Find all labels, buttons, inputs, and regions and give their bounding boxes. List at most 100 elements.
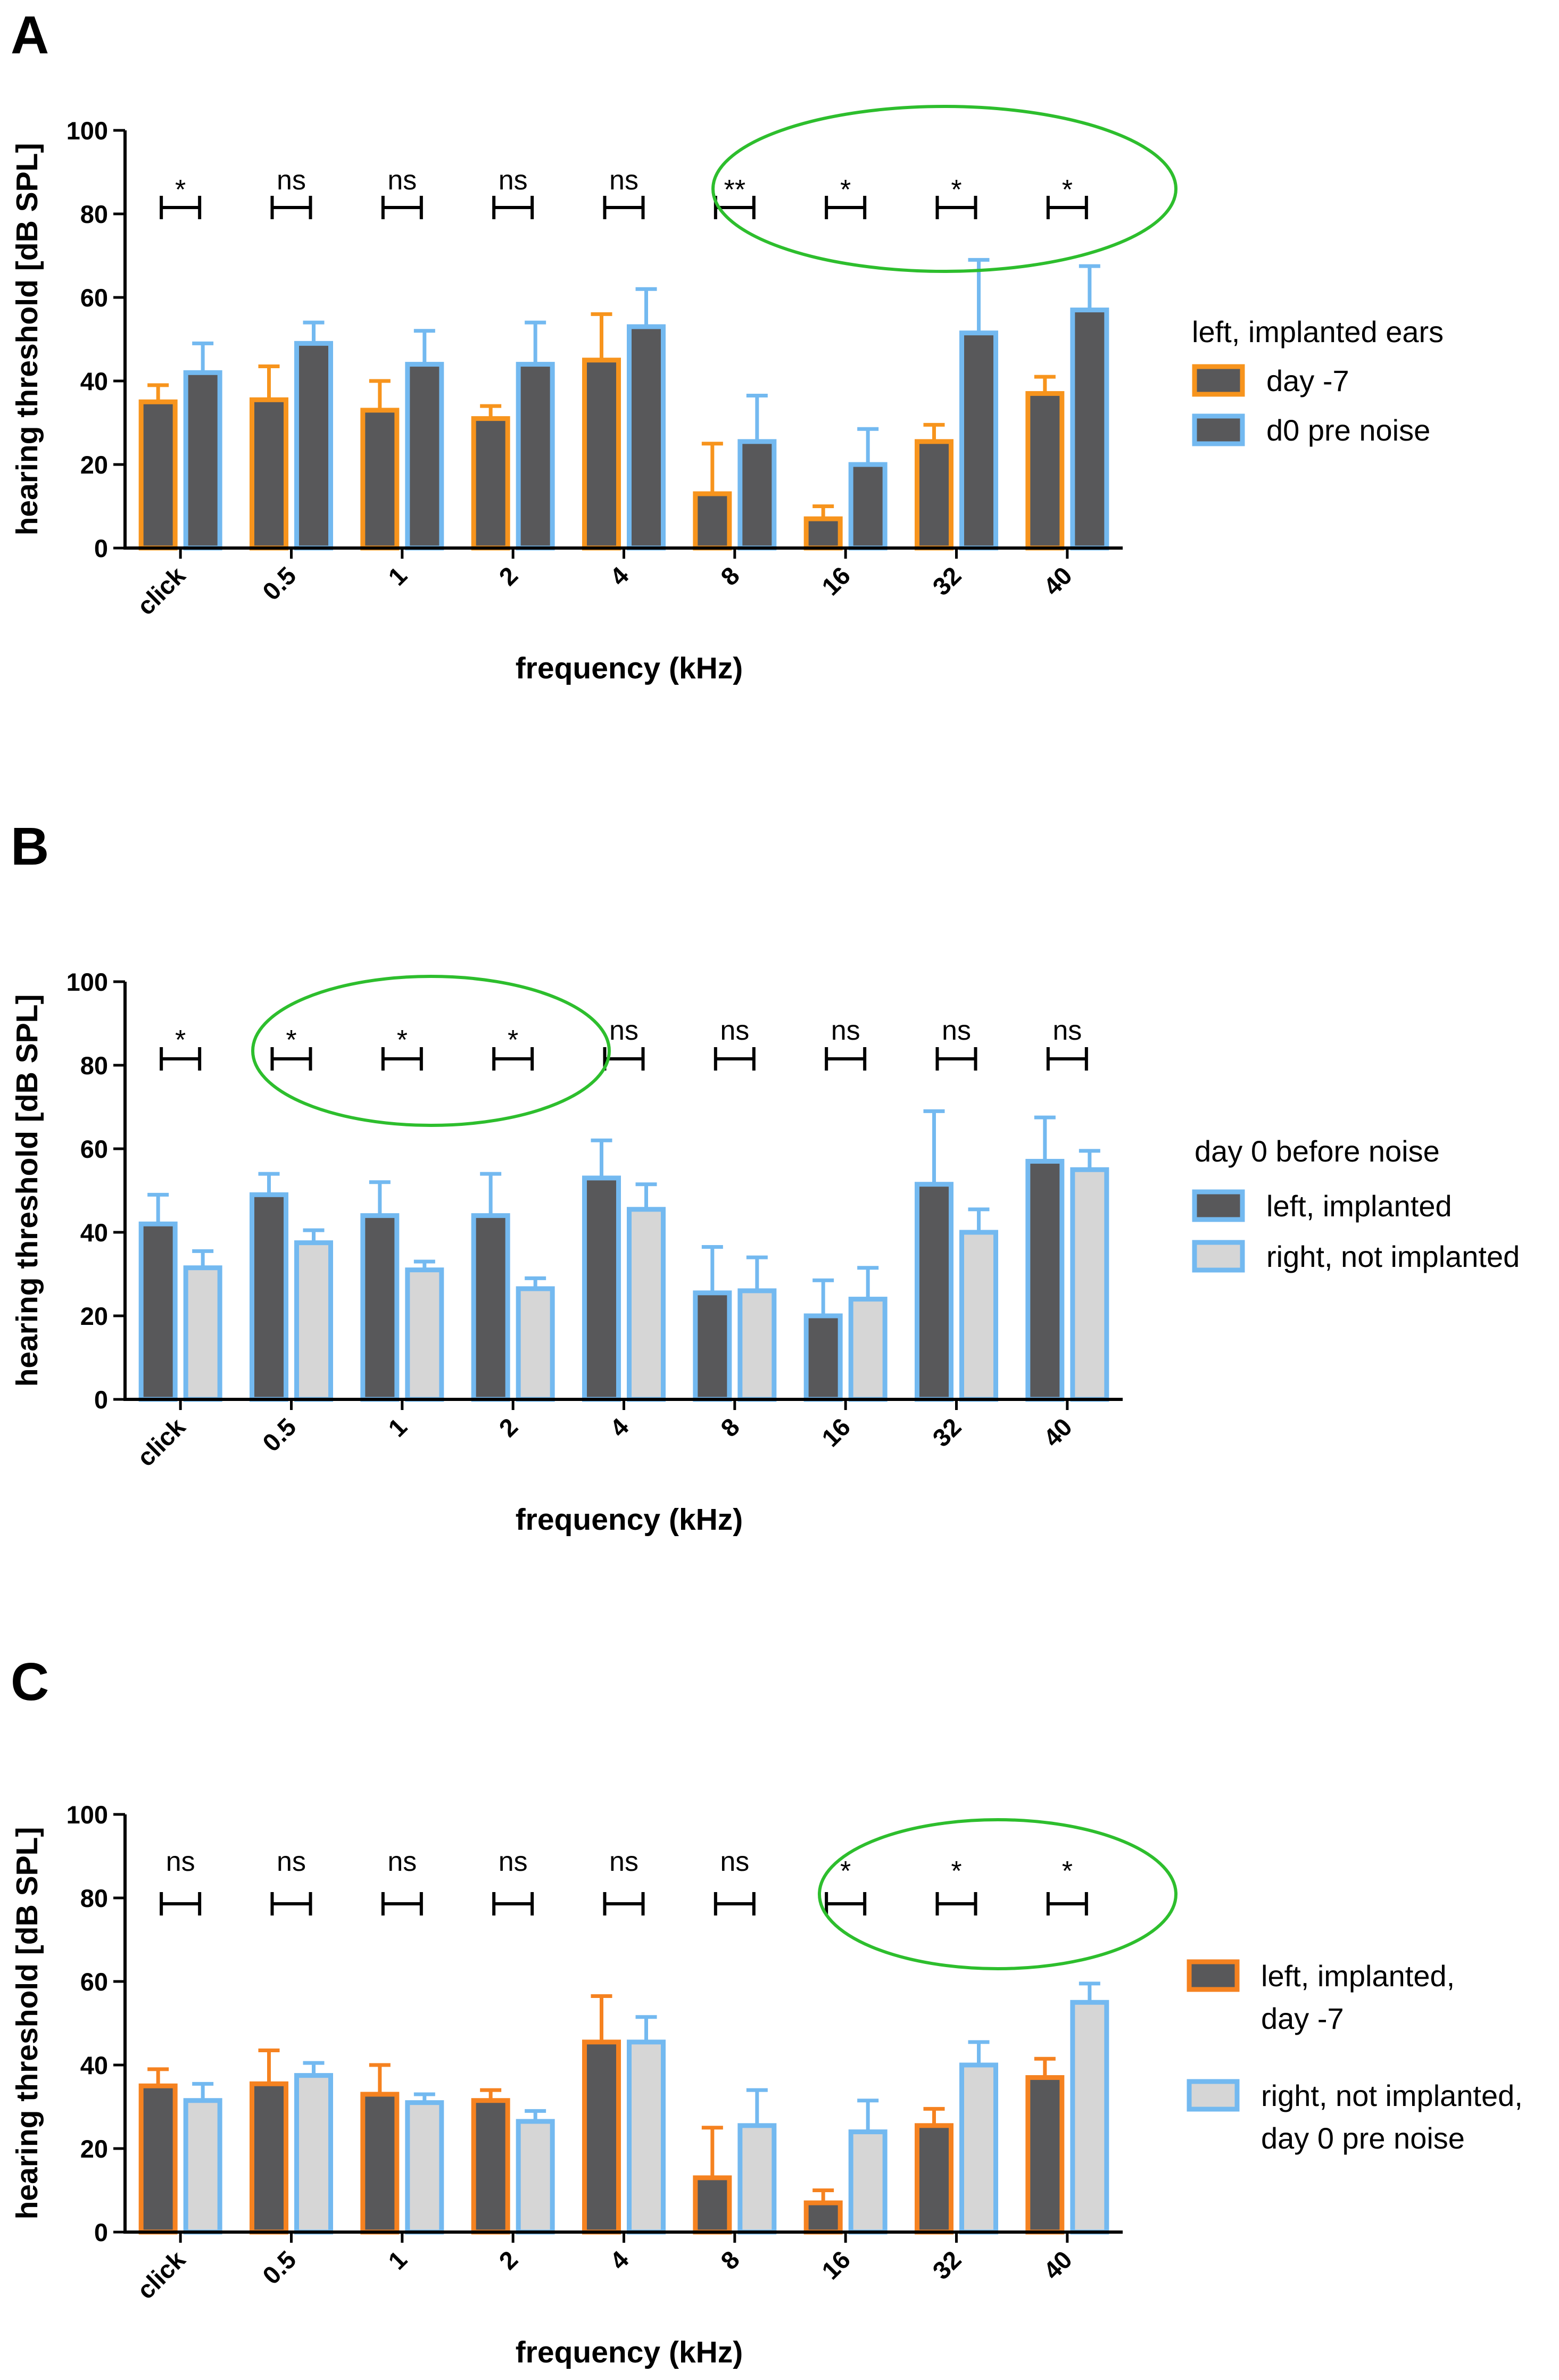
panel-c-x-tick-label: 40 <box>1038 2245 1077 2285</box>
panel-a-bar-series2 <box>959 330 998 551</box>
panel-a-sig-label: * <box>1062 175 1073 205</box>
panel-a-x-tick-label: 16 <box>816 561 856 601</box>
panel-a-bar-series2 <box>627 324 666 551</box>
panel-a-bar-series1 <box>803 516 843 551</box>
panel-a-x-tick-label: 40 <box>1038 561 1077 601</box>
panel-c-bar-series2 <box>627 2039 666 2235</box>
panel-b-sig-label: ns <box>1052 1015 1082 1046</box>
panel-c-legend-swatch <box>1187 2079 1240 2112</box>
panel-b-y-tick-label: 40 <box>80 1218 108 1247</box>
panel-c-bar-series2 <box>959 2062 998 2235</box>
panel-a-legend-label: d0 pre noise <box>1266 413 1430 447</box>
panel-c-x-tick-label: 2 <box>493 2245 523 2275</box>
panel-b-bar-series2 <box>959 1230 998 1402</box>
panel-b-legend-label: left, implanted <box>1266 1189 1452 1223</box>
panel-c-bar-series1 <box>250 2081 288 2235</box>
panel-a-sig-label: ns <box>277 165 306 196</box>
panel-a-bar-series1 <box>1025 391 1065 551</box>
panel-a-y-tick-label: 0 <box>94 534 108 562</box>
panel-a-x-tick-label: click <box>131 561 191 620</box>
panel-a-bar-series2 <box>183 370 222 551</box>
panel-c-y-tick-label: 40 <box>80 2051 108 2079</box>
panel-c-legend-label: day -7 <box>1261 2002 1344 2035</box>
panel-c-x-tick-label: click <box>131 2245 191 2304</box>
panel-c-x-axis-title: frequency (kHz) <box>516 2335 743 2369</box>
panel-b-legend-swatch <box>1192 1240 1245 1273</box>
panel-b-significance: * * * * ns ns ns ns ns <box>160 975 1088 1127</box>
panel-b-bar-series2 <box>737 1288 777 1402</box>
panel-c-sig-label: ns <box>387 1846 417 1877</box>
panel-a-bar-series1 <box>250 397 288 551</box>
panel-b-bar-series1 <box>915 1182 953 1402</box>
panel-b-bar-series2 <box>294 1240 333 1402</box>
panel-b-bar-series2 <box>848 1297 888 1402</box>
panel-b-x-tick-label: 2 <box>493 1413 523 1442</box>
panel-a-bars <box>138 258 1109 551</box>
panel-b-x-tick-label: 1 <box>383 1413 412 1442</box>
panel-a-x-axis-title: frequency (kHz) <box>516 651 743 685</box>
panel-b-bar-series2 <box>516 1286 555 1402</box>
panel-b-y-tick-label: 100 <box>67 968 108 996</box>
panel-c-bar-series2 <box>737 2123 777 2235</box>
panel-b-legend: day 0 before noise left, implanted right, … <box>1192 1134 1520 1273</box>
panel-a-sig-label: ns <box>387 165 417 196</box>
panel-b-sig-label: * <box>286 1025 296 1056</box>
panel-c-bars <box>138 1981 1109 2235</box>
panel-b-x-tick-label: 4 <box>604 1413 634 1442</box>
panel-a-bar-series1 <box>915 439 953 551</box>
panel-a-bar-series1 <box>360 408 400 551</box>
panel-b-sig-label: ns <box>831 1015 860 1046</box>
panel-b-bar-series1 <box>803 1313 843 1402</box>
panel-a-sig-label: * <box>840 175 851 205</box>
panel-a-sig-label: * <box>951 175 961 205</box>
panel-b-x-tick-label: 8 <box>715 1413 745 1442</box>
panel-b-legend-title: day 0 before noise <box>1195 1134 1440 1168</box>
panel-b-bar-series1 <box>693 1290 732 1402</box>
panel-a: A 0 20 40 60 80 100 hearing threshold [dB SPL]… <box>10 5 1444 685</box>
panel-b-bar-series1 <box>1025 1159 1065 1402</box>
panel-b-x-axis-title: frequency (kHz) <box>516 1503 743 1537</box>
panel-c-x-tick-label: 16 <box>816 2245 856 2285</box>
panel-c-y-tick-label: 0 <box>94 2218 108 2246</box>
panel-c-y-axis-title: hearing threshold [dB SPL] <box>10 1827 44 2220</box>
panel-b-sig-label: * <box>175 1025 186 1056</box>
panel-b-bar-series1 <box>471 1213 510 1402</box>
panel-c-sig-label: ns <box>166 1846 195 1877</box>
panel-b-y-axis-title: hearing threshold [dB SPL] <box>10 994 44 1387</box>
panel-b-bar-series1 <box>360 1213 400 1402</box>
panel-a-legend-swatch <box>1192 413 1245 446</box>
panel-c-y-tick-label: 100 <box>67 1801 108 1829</box>
panel-c-sig-label: ns <box>499 1846 528 1877</box>
panel-b-legend-label: right, not implanted <box>1266 1240 1520 1273</box>
panel-a-x-tick-label: 2 <box>493 561 523 591</box>
panel-c: C 0 20 40 60 80 100 hearing threshold [dB SPL]… <box>10 1652 1523 2369</box>
panel-b-bar-series2 <box>627 1207 666 1402</box>
panel-c-highlight-ellipse <box>818 1818 1177 1970</box>
panel-c-bar-series2 <box>516 2119 555 2235</box>
panel-a-y-tick-label: 80 <box>80 200 108 228</box>
panel-a-x-tick-label: 4 <box>604 561 634 591</box>
panel-a-letter: A <box>11 5 49 65</box>
panel-c-bar-series2 <box>1070 2000 1109 2235</box>
panel-a-sig-label: ns <box>609 165 638 196</box>
panel-c-letter: C <box>11 1652 49 1712</box>
panel-b-sig-label: * <box>508 1025 518 1056</box>
panel-a-legend-label: day -7 <box>1266 364 1349 397</box>
panel-c-sig-label: ns <box>720 1846 749 1877</box>
panel-b-y-tick-label: 20 <box>80 1302 108 1330</box>
panel-a-y-tick-label: 20 <box>80 451 108 479</box>
panel-a-y-axis-title: hearing threshold [dB SPL] <box>10 143 44 536</box>
panel-b-sig-label: * <box>397 1025 408 1056</box>
panel-c-legend-label: left, implanted, <box>1261 1959 1455 1993</box>
panel-b-sig-label: ns <box>942 1015 971 1046</box>
panel-c-significance: ns ns ns ns ns ns * * * <box>160 1818 1177 1970</box>
panel-b-x-tick-label: 0.5 <box>257 1413 302 1457</box>
panel-c-legend-swatch <box>1187 1959 1240 1992</box>
panel-a-y-tick-label: 60 <box>80 284 108 312</box>
panel-c-bar-series2 <box>183 2098 222 2235</box>
panel-c-legend-label: right, not implanted, <box>1261 2079 1523 2112</box>
panel-c-bar-series1 <box>803 2200 843 2235</box>
panel-a-legend: left, implanted ears day -7 d0 pre noise <box>1192 315 1444 447</box>
panel-c-sig-label: * <box>1062 1856 1073 1887</box>
panel-c-axes: 0 20 40 60 80 100 hearing threshold [dB SPL] fr… <box>10 1801 1123 2369</box>
